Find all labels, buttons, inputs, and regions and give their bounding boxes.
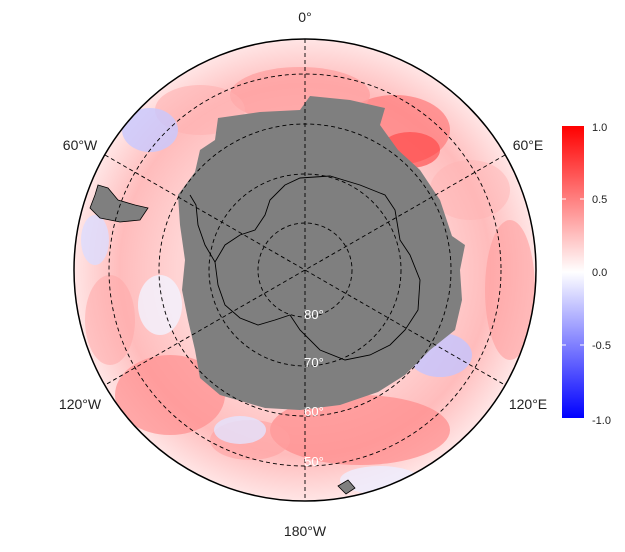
lat-label-80: 80° xyxy=(304,307,324,322)
colorbar-tick-label: 0.0 xyxy=(592,267,607,279)
lon-label-120e: 120°E xyxy=(509,396,547,412)
colorbar-gradient xyxy=(562,126,584,418)
colorbar-tick-label: -0.5 xyxy=(592,340,611,352)
lon-label-0: 0° xyxy=(298,9,311,25)
lat-label-70: 70° xyxy=(304,355,324,370)
colorbar: 1.0 0.5 0.0 -0.5 -1.0 xyxy=(562,122,611,427)
colorbar-tick-label: -1.0 xyxy=(592,415,611,427)
lat-label-60: 60° xyxy=(304,404,324,419)
map-border xyxy=(73,38,537,502)
south-america-tip xyxy=(89,184,149,223)
lon-label-180w: 180°W xyxy=(284,523,327,539)
lon-label-60w: 60°W xyxy=(63,137,98,153)
lat-label-50: 50° xyxy=(304,454,324,469)
antarctica-coastline xyxy=(214,175,421,361)
graticule xyxy=(104,39,506,501)
peninsula-coastline xyxy=(189,194,216,263)
colorbar-tick-label: 0.5 xyxy=(592,194,607,206)
lon-label-60e: 60°E xyxy=(513,137,544,153)
antarctica-land xyxy=(178,96,465,410)
colorbar-tick-label: 1.0 xyxy=(592,122,607,134)
lon-label-120w: 120°W xyxy=(59,396,102,412)
island xyxy=(337,479,356,495)
